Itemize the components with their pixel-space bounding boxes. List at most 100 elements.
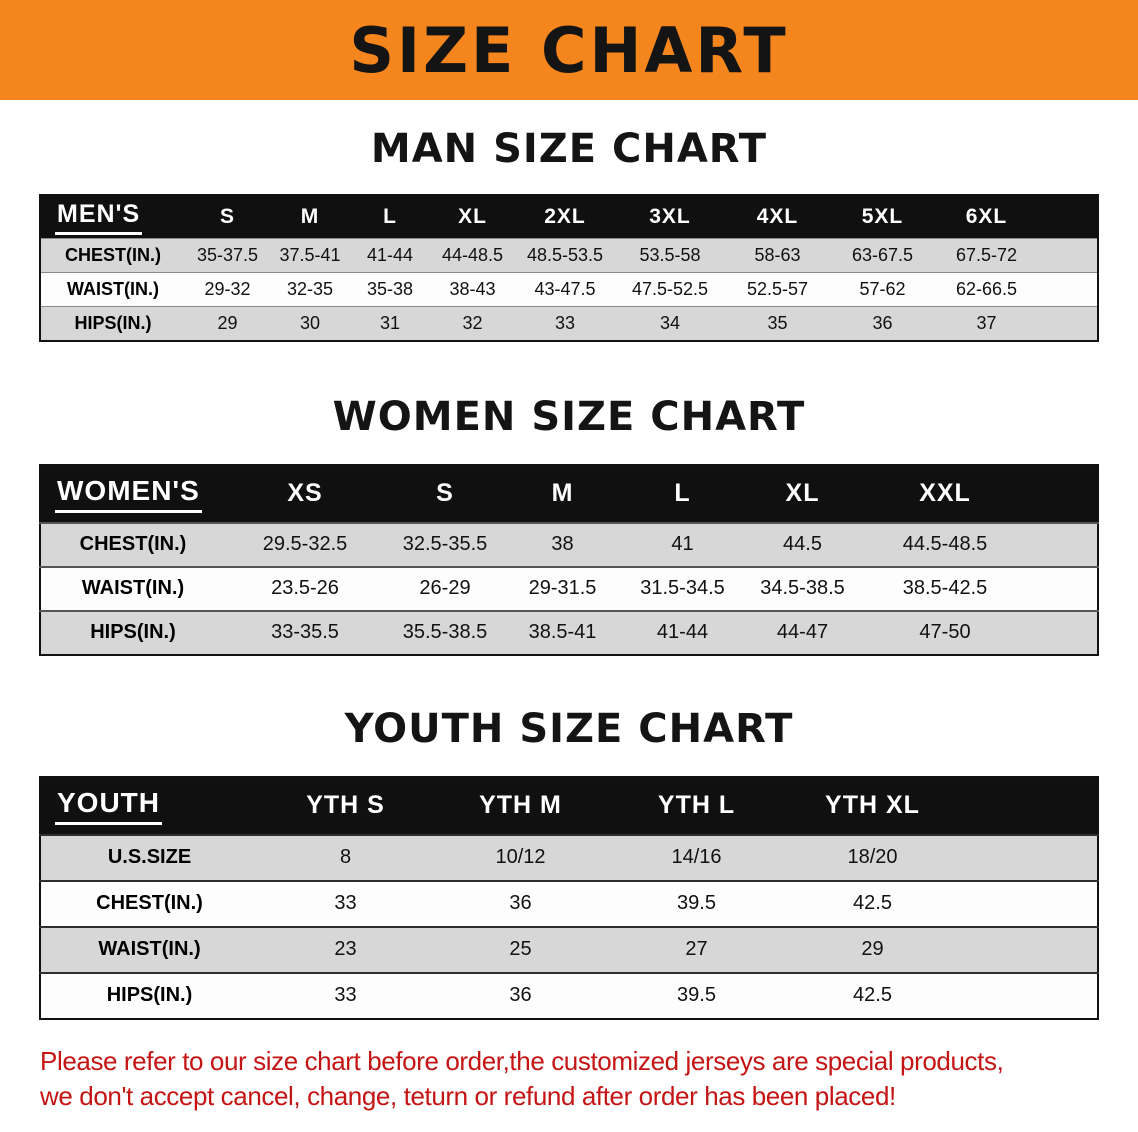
cell: 8 <box>339 846 352 868</box>
spacer-cell <box>960 881 1098 927</box>
cell: 26-29 <box>419 577 471 599</box>
youth-table-corner: YOUTH <box>40 776 258 835</box>
men-size-section: MAN SIZE CHART MEN'S S M L XL 2XL 3XL 4X… <box>0 126 1138 342</box>
row-label: WAIST(IN.) <box>67 279 159 299</box>
cell: 31.5-34.5 <box>640 577 725 599</box>
col-header: 6XL <box>935 195 1038 239</box>
cell: 44-47 <box>776 621 829 643</box>
women-size-table: WOMEN'S XS S M L XL XXL CHEST(IN.) 29.5-… <box>39 463 1099 656</box>
row-label: HIPS(IN.) <box>74 312 152 333</box>
cell: 31 <box>379 312 401 333</box>
col-header: L <box>620 464 745 523</box>
cell: 36 <box>509 984 532 1006</box>
cell: 44.5-48.5 <box>902 533 988 555</box>
row-label: WAIST(IN.) <box>98 938 201 960</box>
cell: 10/12 <box>495 846 546 868</box>
men-size-table: MEN'S S M L XL 2XL 3XL 4XL 5XL 6XL CHEST… <box>39 194 1099 342</box>
col-header: M <box>270 195 350 239</box>
col-header: 5XL <box>830 195 935 239</box>
cell: 39.5 <box>677 892 716 914</box>
cell: 29 <box>861 938 884 960</box>
cell: 53.5-58 <box>639 245 701 265</box>
table-row: WAIST(IN.) 23.5-26 26-29 29-31.5 31.5-34… <box>40 566 1098 611</box>
cell: 33 <box>554 312 576 333</box>
men-size-heading: MAN SIZE CHART <box>370 126 768 172</box>
col-header: 4XL <box>725 195 830 239</box>
row-label: WAIST(IN.) <box>81 577 185 599</box>
col-header: M <box>505 464 620 523</box>
cell: 57-62 <box>859 279 906 299</box>
cell: 42.5 <box>853 984 892 1006</box>
spacer-cell <box>1038 307 1098 341</box>
cell: 38-43 <box>449 279 496 299</box>
cell: 35-38 <box>366 279 414 299</box>
cell: 36 <box>872 312 893 333</box>
women-size-section: WOMEN SIZE CHART WOMEN'S XS S M L XL XXL… <box>0 394 1138 656</box>
cell: 48.5-53.5 <box>526 245 604 265</box>
youth-corner-label: YOUTH <box>55 787 162 825</box>
col-header: XS <box>225 464 385 523</box>
row-label: HIPS(IN.) <box>106 984 193 1006</box>
cell: 18/20 <box>847 846 898 868</box>
cell: 47.5-52.5 <box>631 279 709 299</box>
spacer-cell <box>960 927 1098 973</box>
col-header: S <box>185 195 270 239</box>
cell: 41-44 <box>656 621 709 643</box>
col-header: XXL <box>860 464 1030 523</box>
cell: 29 <box>217 312 238 333</box>
cell: 14/16 <box>671 846 722 868</box>
cell: 35.5-38.5 <box>402 621 488 643</box>
table-row: CHEST(IN.) 29.5-32.5 32.5-35.5 38 41 44.… <box>40 522 1098 567</box>
cell: 32-35 <box>286 279 334 299</box>
cell: 30 <box>299 312 321 333</box>
table-row: WAIST(IN.) 23 25 27 29 <box>40 926 1098 973</box>
cell: 41 <box>671 533 694 555</box>
col-header: L <box>350 195 430 239</box>
col-header: YTH M <box>433 776 608 835</box>
youth-size-table: YOUTH YTH S YTH M YTH L YTH XL U.S.SIZE … <box>39 775 1099 1020</box>
spacer-cell <box>1038 273 1098 307</box>
table-row: HIPS(IN.) 29 30 31 32 33 34 35 36 37 <box>40 306 1098 341</box>
table-row: HIPS(IN.) 33-35.5 35.5-38.5 38.5-41 41-4… <box>40 610 1098 655</box>
spacer-cell <box>960 835 1098 881</box>
col-header: XL <box>745 464 860 523</box>
cell: 52.5-57 <box>746 279 809 299</box>
cell: 33-35.5 <box>271 621 339 643</box>
cell: 62-66.5 <box>955 279 1018 299</box>
col-header: YTH L <box>608 776 785 835</box>
cell: 35-37.5 <box>196 245 259 265</box>
women-size-heading: WOMEN SIZE CHART <box>332 393 806 440</box>
spacer-cell <box>960 973 1098 1019</box>
table-row: WAIST(IN.) 29-32 32-35 35-38 38-43 43-47… <box>40 272 1098 307</box>
youth-table-header-row: YOUTH YTH S YTH M YTH L YTH XL <box>40 776 1098 835</box>
spacer-cell <box>1030 523 1098 567</box>
banner: SIZE CHART <box>0 0 1138 100</box>
spacer-cell <box>1038 195 1098 239</box>
cell: 35 <box>767 312 788 333</box>
cell: 63-67.5 <box>851 245 914 265</box>
spacer-cell <box>1030 611 1098 655</box>
disclaimer-line-1: Please refer to our size chart before or… <box>40 1045 1004 1076</box>
spacer-cell <box>1030 567 1098 611</box>
row-label: CHEST(IN.) <box>79 533 187 555</box>
cell: 32.5-35.5 <box>402 533 488 555</box>
row-label: HIPS(IN.) <box>90 621 176 643</box>
col-header: YTH XL <box>785 776 960 835</box>
table-row: CHEST(IN.) 35-37.5 37.5-41 41-44 44-48.5… <box>40 238 1098 273</box>
cell: 38 <box>551 533 574 555</box>
cell: 27 <box>685 938 708 960</box>
cell: 43-47.5 <box>534 279 596 299</box>
cell: 25 <box>509 938 532 960</box>
cell: 39.5 <box>677 984 716 1006</box>
col-header: 3XL <box>615 195 725 239</box>
cell: 29-32 <box>204 279 251 299</box>
men-corner-label: MEN'S <box>55 200 143 235</box>
table-row: HIPS(IN.) 33 36 39.5 42.5 <box>40 972 1098 1019</box>
cell: 33 <box>334 892 357 914</box>
cell: 58-63 <box>754 245 801 265</box>
col-header: XL <box>430 195 515 239</box>
col-header: S <box>385 464 505 523</box>
row-label: CHEST(IN.) <box>96 892 203 914</box>
cell: 41-44 <box>366 245 414 265</box>
cell: 23.5-26 <box>271 577 339 599</box>
